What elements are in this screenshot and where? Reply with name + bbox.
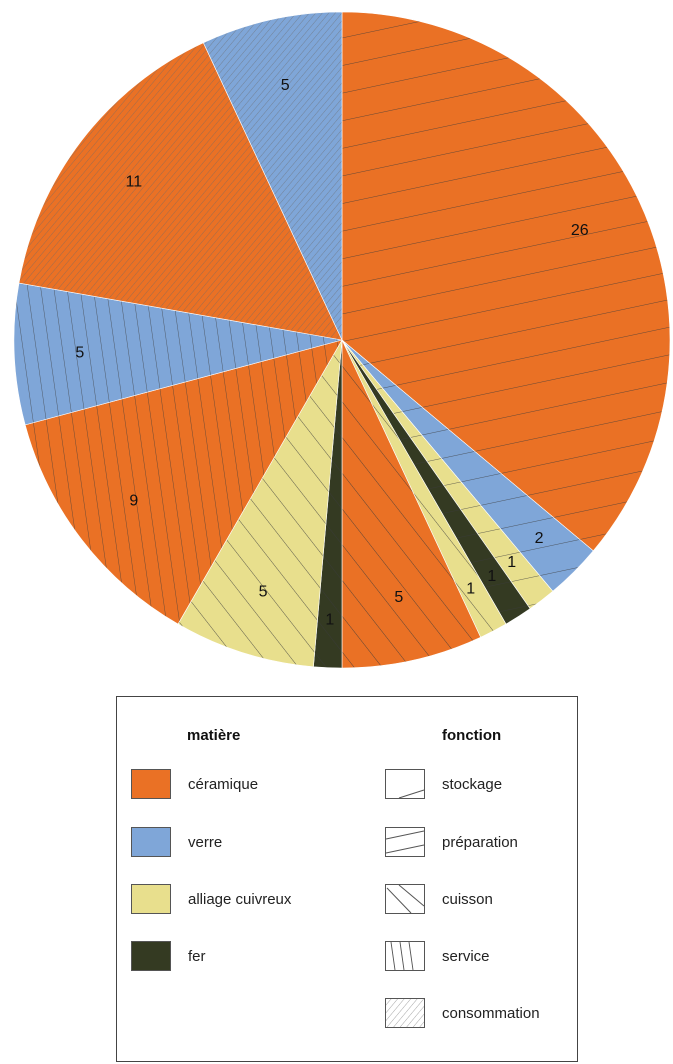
pie-slice: [177, 339, 343, 668]
swatch-cuisson: [385, 884, 425, 914]
slice-value-label: 5: [394, 589, 403, 606]
legend-label-consommation: consommation: [442, 1004, 540, 1022]
legend-matiere-title: matière: [187, 727, 241, 744]
legend-label-alliage: alliage cuivreux: [188, 890, 292, 908]
slice-value-label: 11: [125, 173, 142, 190]
slice-value-label: 9: [129, 493, 138, 510]
slice-value-label: 1: [507, 554, 516, 571]
legend-label-fer: fer: [188, 947, 206, 965]
legend-item-stockage: stockage: [385, 769, 502, 799]
slice-value-label: 5: [259, 583, 268, 600]
pie-slice: [341, 339, 482, 669]
legend-item-preparation: préparation: [385, 827, 518, 857]
pie-slice-hatch: [202, 11, 343, 341]
slice-value-label: 2: [535, 530, 544, 547]
swatch-consommation: [385, 998, 425, 1028]
slice-value-label: 26: [571, 222, 589, 239]
pie-slice: [24, 339, 343, 625]
slice-value-label: 1: [466, 580, 475, 597]
legend-item-cuisson: cuisson: [385, 884, 493, 914]
slice-value-label: 1: [487, 568, 496, 585]
pie-slice-hatch: [24, 339, 343, 625]
pie-slice: [18, 42, 343, 341]
legend-item-service: service: [385, 941, 490, 971]
pie-slice-hatch: [13, 282, 343, 426]
legend-label-stockage: stockage: [442, 775, 503, 793]
legend-item-consommation: consommation: [385, 998, 540, 1028]
swatch-stockage: [385, 769, 425, 799]
legend-item-fer: fer: [131, 941, 206, 971]
legend-label-service: service: [442, 947, 490, 965]
pie-slice: [13, 282, 343, 426]
slice-value-label: 5: [281, 77, 290, 94]
pie-slice: [341, 11, 671, 552]
legend-item-alliage: alliage cuivreux: [131, 884, 291, 914]
legend: matière fonction céramique verre alliage…: [116, 696, 578, 1062]
legend-label-verre: verre: [188, 833, 223, 851]
slice-value-label: 5: [75, 344, 84, 361]
legend-label-cuisson: cuisson: [442, 890, 493, 908]
pie-slice-hatch: [341, 11, 671, 552]
legend-label-ceramique: céramique: [188, 775, 259, 793]
pie-slice-hatch: [18, 42, 343, 341]
swatch-service: [385, 941, 425, 971]
swatch-alliage: [131, 884, 171, 914]
swatch-preparation: [385, 827, 425, 857]
legend-label-preparation: préparation: [442, 833, 518, 851]
swatch-ceramique: [131, 769, 171, 799]
legend-item-verre: verre: [131, 827, 222, 857]
pie-slice-hatch: [341, 339, 482, 669]
legend-item-ceramique: céramique: [131, 769, 258, 799]
swatch-verre: [131, 827, 171, 857]
legend-fonction-title: fonction: [442, 727, 502, 744]
swatch-fer: [131, 941, 171, 971]
pie-slice: [202, 11, 343, 341]
pie-slice-hatch: [177, 339, 343, 668]
slice-value-label: 1: [325, 612, 334, 629]
